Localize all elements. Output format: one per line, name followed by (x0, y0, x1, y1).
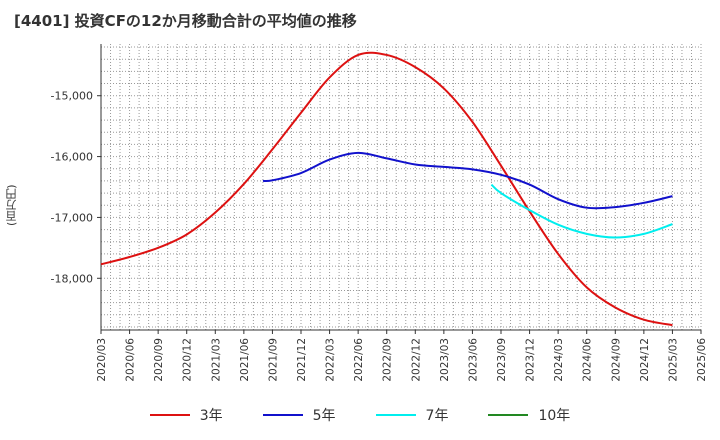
x-tick-label: 2020/03 (96, 338, 108, 382)
x-tick-label: 2021/12 (296, 338, 308, 382)
x-tick-label: 2024/06 (582, 338, 594, 382)
x-tick-label: 2023/09 (496, 338, 508, 382)
series-line-5年 (262, 151, 673, 210)
x-tick-label: 2024/09 (610, 338, 622, 382)
legend-swatch (149, 414, 190, 416)
legend-item: 7年 (375, 405, 449, 425)
x-tick-label: 2022/12 (410, 338, 422, 382)
x-tick-label: 2020/06 (125, 338, 137, 382)
legend-swatch (262, 414, 303, 416)
y-tick-label: -17,000 (51, 211, 93, 224)
legend-swatch (375, 414, 416, 416)
y-tick-label: -16,000 (51, 151, 93, 164)
legend-label: 10年 (538, 408, 571, 424)
legend-swatch (488, 414, 529, 416)
chart-title: [4401] 投資CFの12か月移動合計の平均値の推移 (14, 12, 357, 30)
legend: 3年 5年 7年 10年 (0, 405, 720, 425)
x-tick-label: 2021/09 (267, 338, 279, 382)
x-tick-label: 2022/06 (353, 338, 365, 382)
x-tick-label: 2022/03 (325, 338, 337, 382)
legend-item: 10年 (488, 405, 570, 425)
series-line-7年 (490, 183, 673, 239)
y-tick-label: -15,000 (51, 90, 93, 103)
series-line-3年 (100, 51, 673, 327)
chart-plot: -15,000 -16,000 -17,000 -18,000 2020/03 2020/… (51, 44, 708, 382)
x-tick-label: 2024/12 (639, 338, 651, 382)
legend-label: 3年 (199, 408, 223, 424)
y-tick-label: -18,000 (51, 272, 93, 285)
legend-label: 5年 (312, 408, 336, 424)
x-tick-label: 2022/09 (382, 338, 394, 382)
x-tick-label: 2021/06 (239, 338, 251, 382)
x-tick-label: 2023/06 (467, 338, 479, 382)
legend-item: 5年 (262, 405, 336, 425)
legend-label: 7年 (425, 408, 449, 424)
legend-item: 3年 (149, 405, 223, 425)
x-tick-label: 2020/12 (182, 338, 194, 382)
x-tick-label: 2020/09 (153, 338, 165, 382)
x-tick-label: 2021/03 (210, 338, 222, 382)
x-tick-label: 2023/12 (525, 338, 537, 382)
x-tick-label: 2024/03 (553, 338, 565, 382)
x-tick-label: 2025/03 (667, 338, 679, 382)
x-tick-label: 2023/03 (439, 338, 451, 382)
x-tick-label: 2025/06 (696, 338, 708, 382)
